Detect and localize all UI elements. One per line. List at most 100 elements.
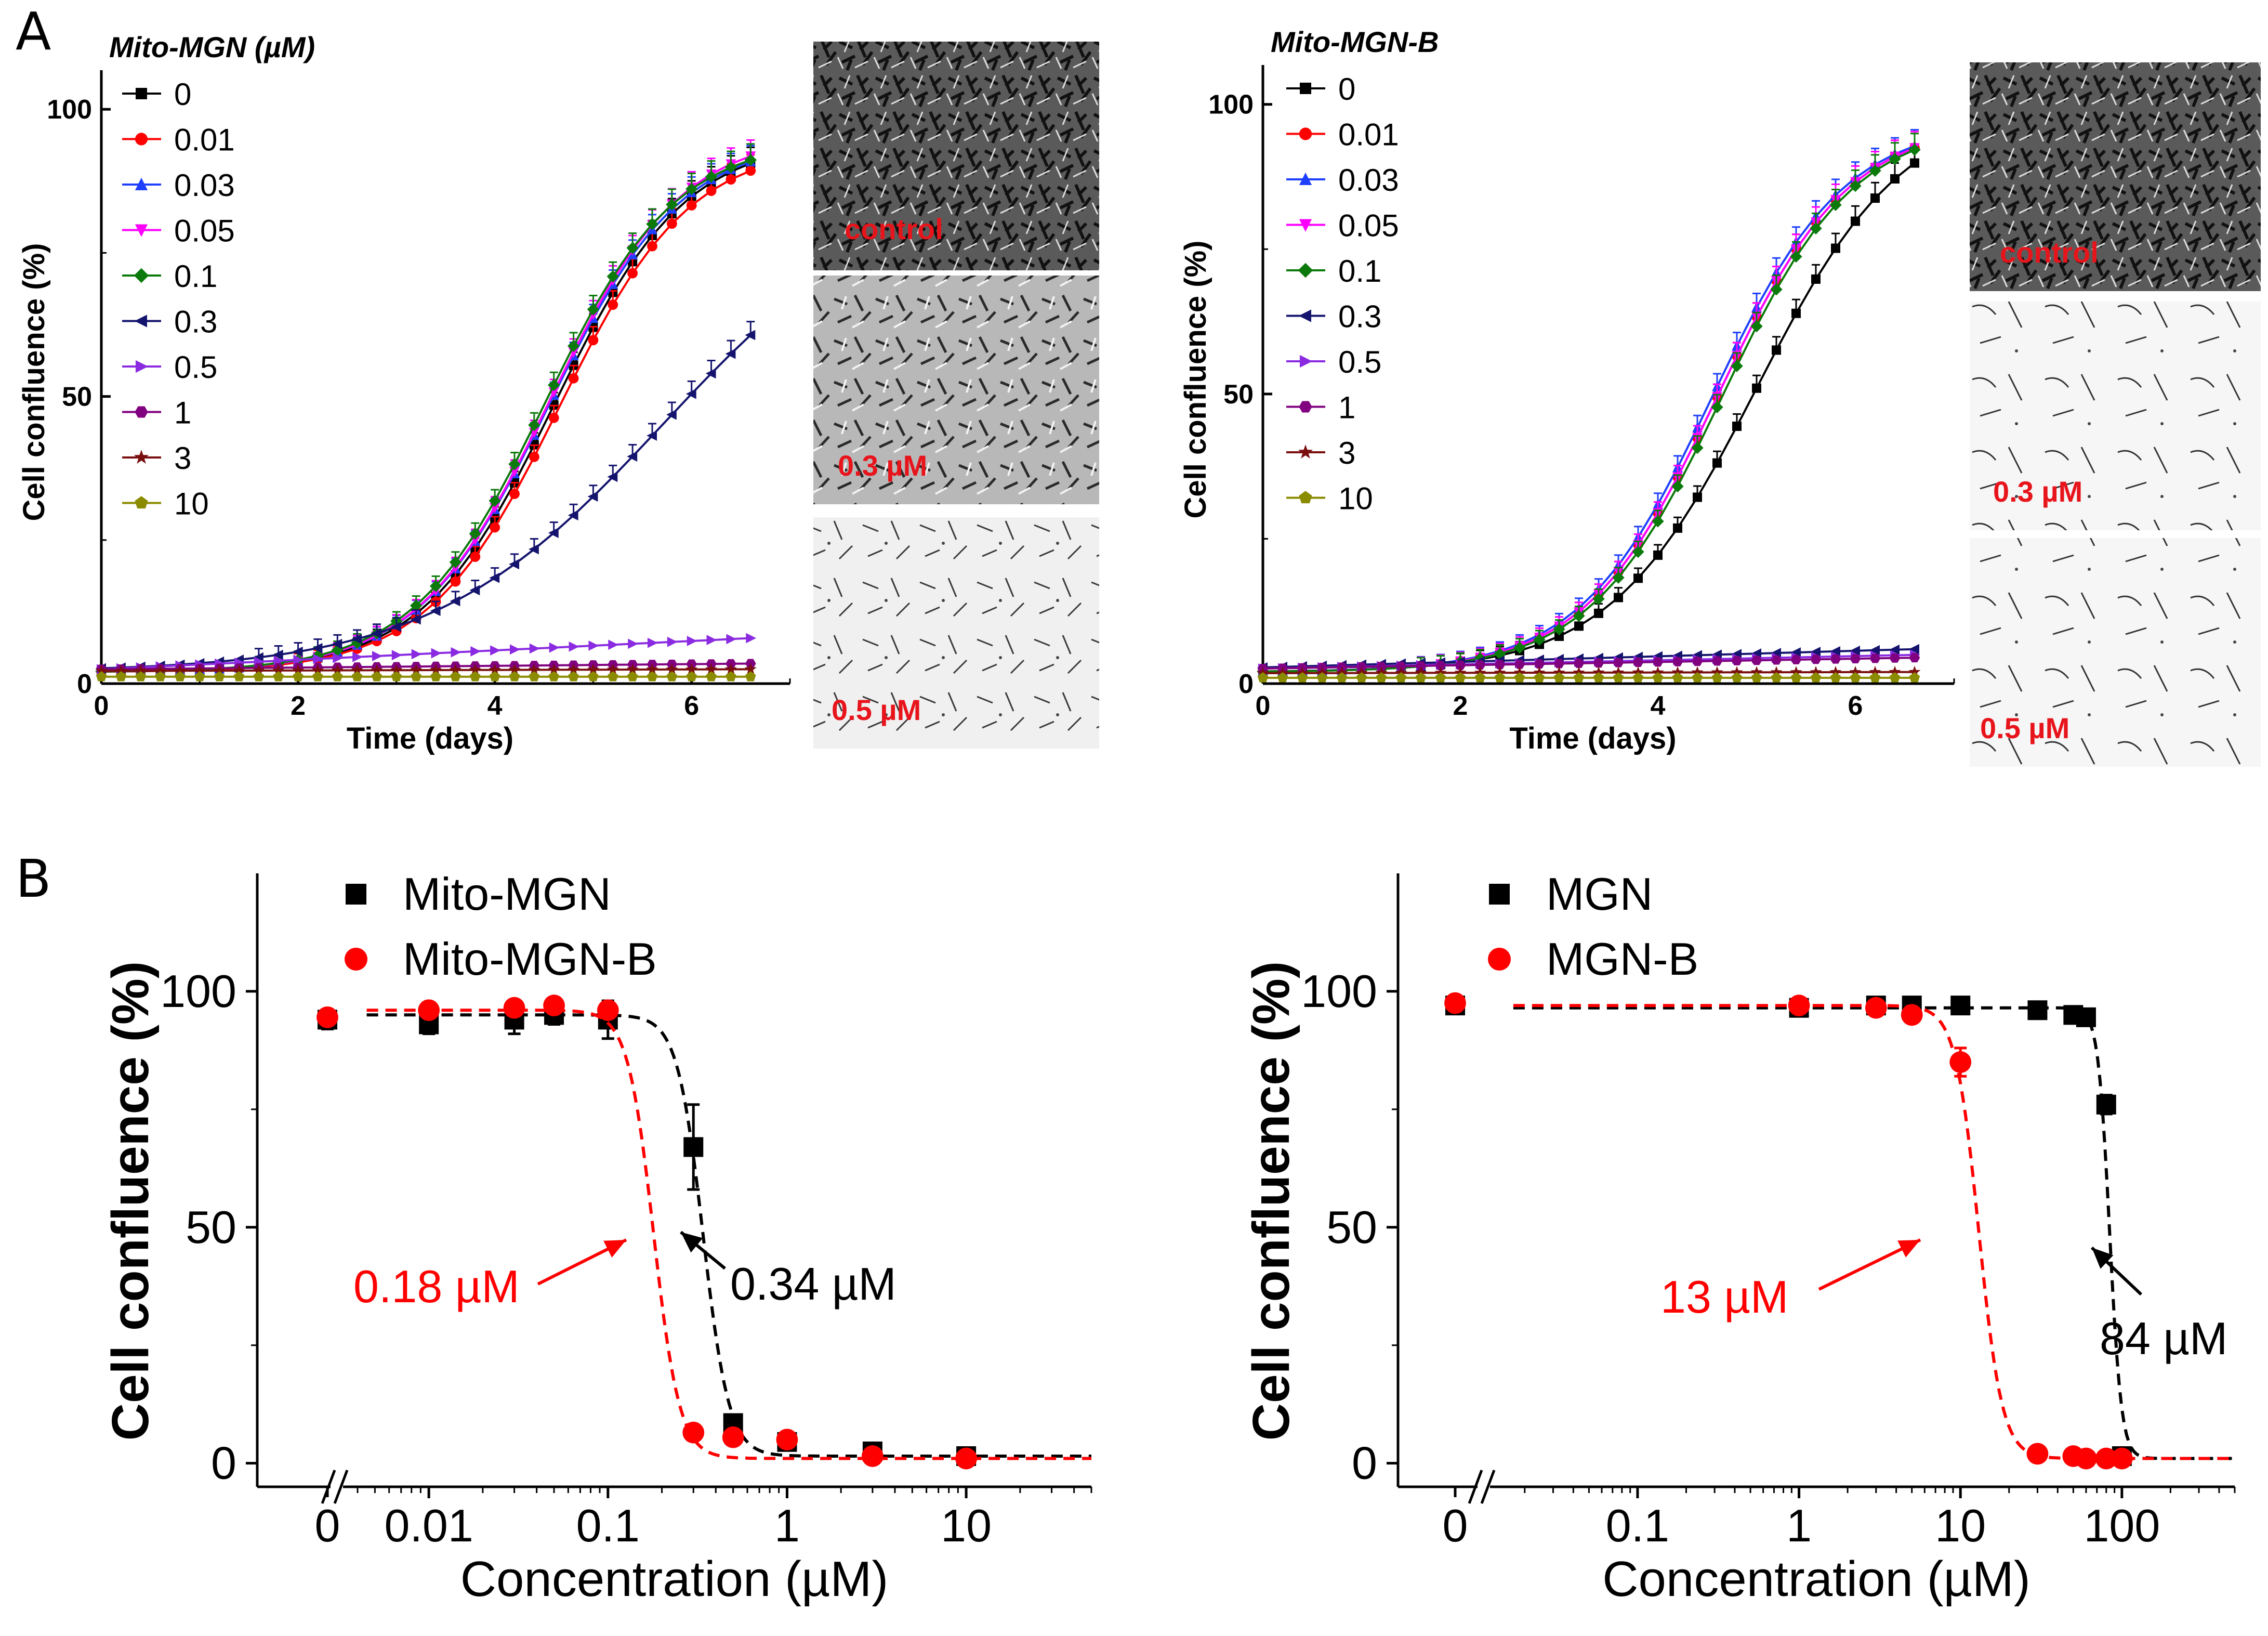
annotation-label: 0.34 µM <box>730 1258 896 1310</box>
data-point <box>528 663 540 675</box>
data-point <box>418 999 440 1022</box>
data-point <box>1494 647 1506 660</box>
data-point <box>1950 996 1971 1016</box>
data-point <box>1455 660 1466 670</box>
data-point <box>469 527 481 540</box>
data-point <box>746 633 757 644</box>
data-point <box>1732 421 1742 431</box>
data-point <box>2096 1094 2116 1115</box>
data-point <box>705 368 716 379</box>
data-point <box>1851 216 1860 226</box>
data-point <box>431 648 442 659</box>
data-point <box>861 1445 884 1467</box>
data-point <box>450 576 461 587</box>
data-point <box>744 153 757 166</box>
data-point <box>724 161 737 174</box>
y-tick-label: 0 <box>1238 669 1254 699</box>
data-point <box>351 671 363 682</box>
legend-label: 10 <box>1338 481 1373 516</box>
data-point <box>272 649 283 660</box>
data-point <box>1592 666 1605 678</box>
data-point <box>1672 657 1683 666</box>
data-point <box>1395 672 1407 683</box>
data-point <box>1691 441 1704 454</box>
data-point <box>569 641 579 652</box>
legend-label: 3 <box>1338 436 1355 470</box>
data-point <box>115 664 127 676</box>
y-axis-label: Cell confluence (%) <box>1242 961 1300 1441</box>
data-point <box>508 458 521 470</box>
legend-label: 0.01 <box>1338 117 1399 152</box>
data-point <box>1632 545 1644 558</box>
data-point <box>1573 672 1585 683</box>
data-point <box>490 645 500 656</box>
data-point <box>1869 653 1881 663</box>
y-tick-label: 0 <box>1352 1437 1377 1489</box>
data-point <box>567 339 580 352</box>
series-Mito-MGN <box>318 999 1091 1466</box>
data-point <box>1908 665 1921 677</box>
data-point <box>686 671 697 682</box>
legend-label: 0.1 <box>1338 254 1381 289</box>
data-point <box>1277 672 1288 683</box>
legend-label: 1 <box>1338 390 1355 425</box>
data-point <box>726 634 737 645</box>
legend-label: 0.01 <box>174 123 235 158</box>
legend-label: Mito-MGN-B <box>403 933 657 985</box>
data-point <box>627 671 638 682</box>
data-point <box>1633 573 1643 583</box>
micrograph-right-0.5 <box>1970 538 2261 767</box>
data-point <box>706 186 717 196</box>
data-point <box>529 643 540 654</box>
data-point <box>1810 222 1822 235</box>
data-point <box>744 663 757 675</box>
data-point <box>587 491 598 502</box>
data-point <box>705 171 718 183</box>
x-axis-label: Concentration (µM) <box>460 1551 889 1607</box>
data-point <box>726 174 736 185</box>
data-point <box>1771 672 1782 683</box>
annotation-label: 13 µM <box>1660 1271 1788 1323</box>
data-point <box>568 663 580 675</box>
data-point <box>1376 662 1387 672</box>
panel-label-b: B <box>16 848 51 909</box>
series-10 <box>96 671 756 682</box>
data-point <box>1810 665 1822 677</box>
data-point <box>1514 672 1525 683</box>
data-point <box>1474 672 1486 683</box>
data-point <box>508 663 521 675</box>
legend-marker <box>1298 444 1313 459</box>
data-point <box>293 671 304 682</box>
data-point <box>450 596 460 607</box>
data-point <box>1731 666 1743 678</box>
data-point <box>606 270 619 283</box>
data-point <box>1593 672 1604 683</box>
series-line <box>101 637 751 671</box>
data-point <box>1770 283 1783 296</box>
data-point <box>390 664 403 676</box>
legend-title: Mito-MGN (µM) <box>109 31 315 63</box>
data-point <box>529 671 540 682</box>
data-point <box>1751 672 1762 683</box>
data-point <box>1534 659 1545 669</box>
data-point <box>1613 658 1624 668</box>
data-point <box>666 198 678 211</box>
data-point <box>2026 1443 2049 1465</box>
data-point <box>1691 666 1704 678</box>
data-point <box>174 664 186 676</box>
data-point <box>687 636 697 646</box>
data-point <box>1693 492 1702 502</box>
data-point <box>1790 250 1802 263</box>
y-tick-label: 100 <box>1208 90 1254 120</box>
data-point <box>597 999 619 1022</box>
x-axis-label: Concentration (µM) <box>1602 1551 2030 1607</box>
data-point <box>726 671 736 682</box>
data-point <box>666 663 678 675</box>
data-point <box>333 652 344 663</box>
data-point <box>503 997 525 1019</box>
micrograph-label-left-control: control <box>845 213 943 245</box>
data-point <box>647 241 657 252</box>
data-point <box>1811 274 1821 284</box>
